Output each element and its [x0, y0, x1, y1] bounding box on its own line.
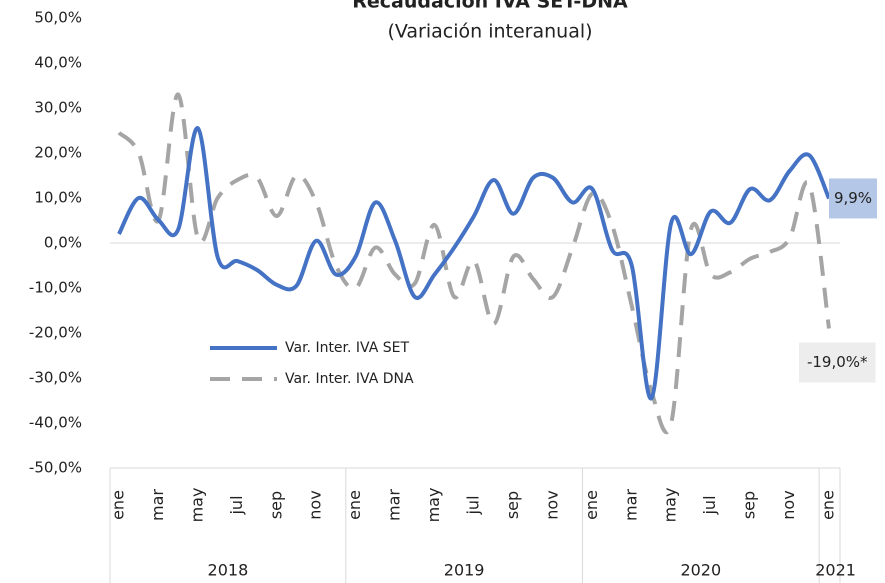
year-label: 2018	[208, 561, 249, 580]
x-tick-label: ene	[345, 490, 364, 520]
y-tick-label: -10,0%	[29, 279, 82, 297]
x-tick-label: jul	[464, 495, 483, 515]
data-label-box	[799, 342, 876, 383]
data-label: 9,9%	[834, 189, 872, 207]
x-tick-label: mar	[621, 489, 640, 521]
x-tick-label: may	[424, 488, 443, 523]
data-label-box	[829, 178, 877, 219]
legend-label: Var. Inter. IVA DNA	[285, 371, 414, 387]
year-label: 2021	[815, 561, 856, 580]
legend-label: Var. Inter. IVA SET	[285, 340, 409, 356]
x-tick-label: nov	[306, 490, 325, 519]
chart-title: Recaudación IVA SET-DNA	[352, 0, 628, 13]
series-line	[117, 126, 831, 401]
x-tick-label: ene	[109, 490, 128, 520]
x-tick-label: sep	[503, 491, 522, 519]
x-tick-label: may	[661, 488, 680, 523]
x-tick-label: jul	[227, 495, 246, 515]
y-tick-label: -30,0%	[29, 369, 82, 387]
y-tick-label: -50,0%	[29, 459, 82, 477]
x-tick-label: nov	[542, 490, 561, 519]
y-tick-label: 30,0%	[34, 99, 82, 117]
x-tick-label: ene	[582, 490, 601, 520]
y-tick-label: 20,0%	[34, 144, 82, 162]
y-tick-label: 40,0%	[34, 54, 82, 72]
x-tick-label: may	[187, 488, 206, 523]
year-label: 2020	[680, 561, 721, 580]
x-tick-label: sep	[266, 491, 285, 519]
x-tick-label: sep	[740, 491, 759, 519]
year-label: 2019	[444, 561, 485, 580]
y-tick-label: 0,0%	[44, 234, 82, 252]
x-tick-label: mar	[385, 489, 404, 521]
x-tick-label: mar	[148, 489, 167, 521]
x-tick-label: jul	[700, 495, 719, 515]
y-tick-label: -20,0%	[29, 324, 82, 342]
y-tick-label: -40,0%	[29, 414, 82, 432]
y-tick-label: 50,0%	[34, 9, 82, 27]
x-tick-label: ene	[819, 490, 838, 520]
data-label: -19,0%*	[807, 353, 868, 371]
chart-subtitle: (Variación interanual)	[387, 21, 592, 43]
y-tick-label: 10,0%	[34, 189, 82, 207]
x-tick-label: nov	[779, 490, 798, 519]
series-line	[117, 92, 831, 434]
